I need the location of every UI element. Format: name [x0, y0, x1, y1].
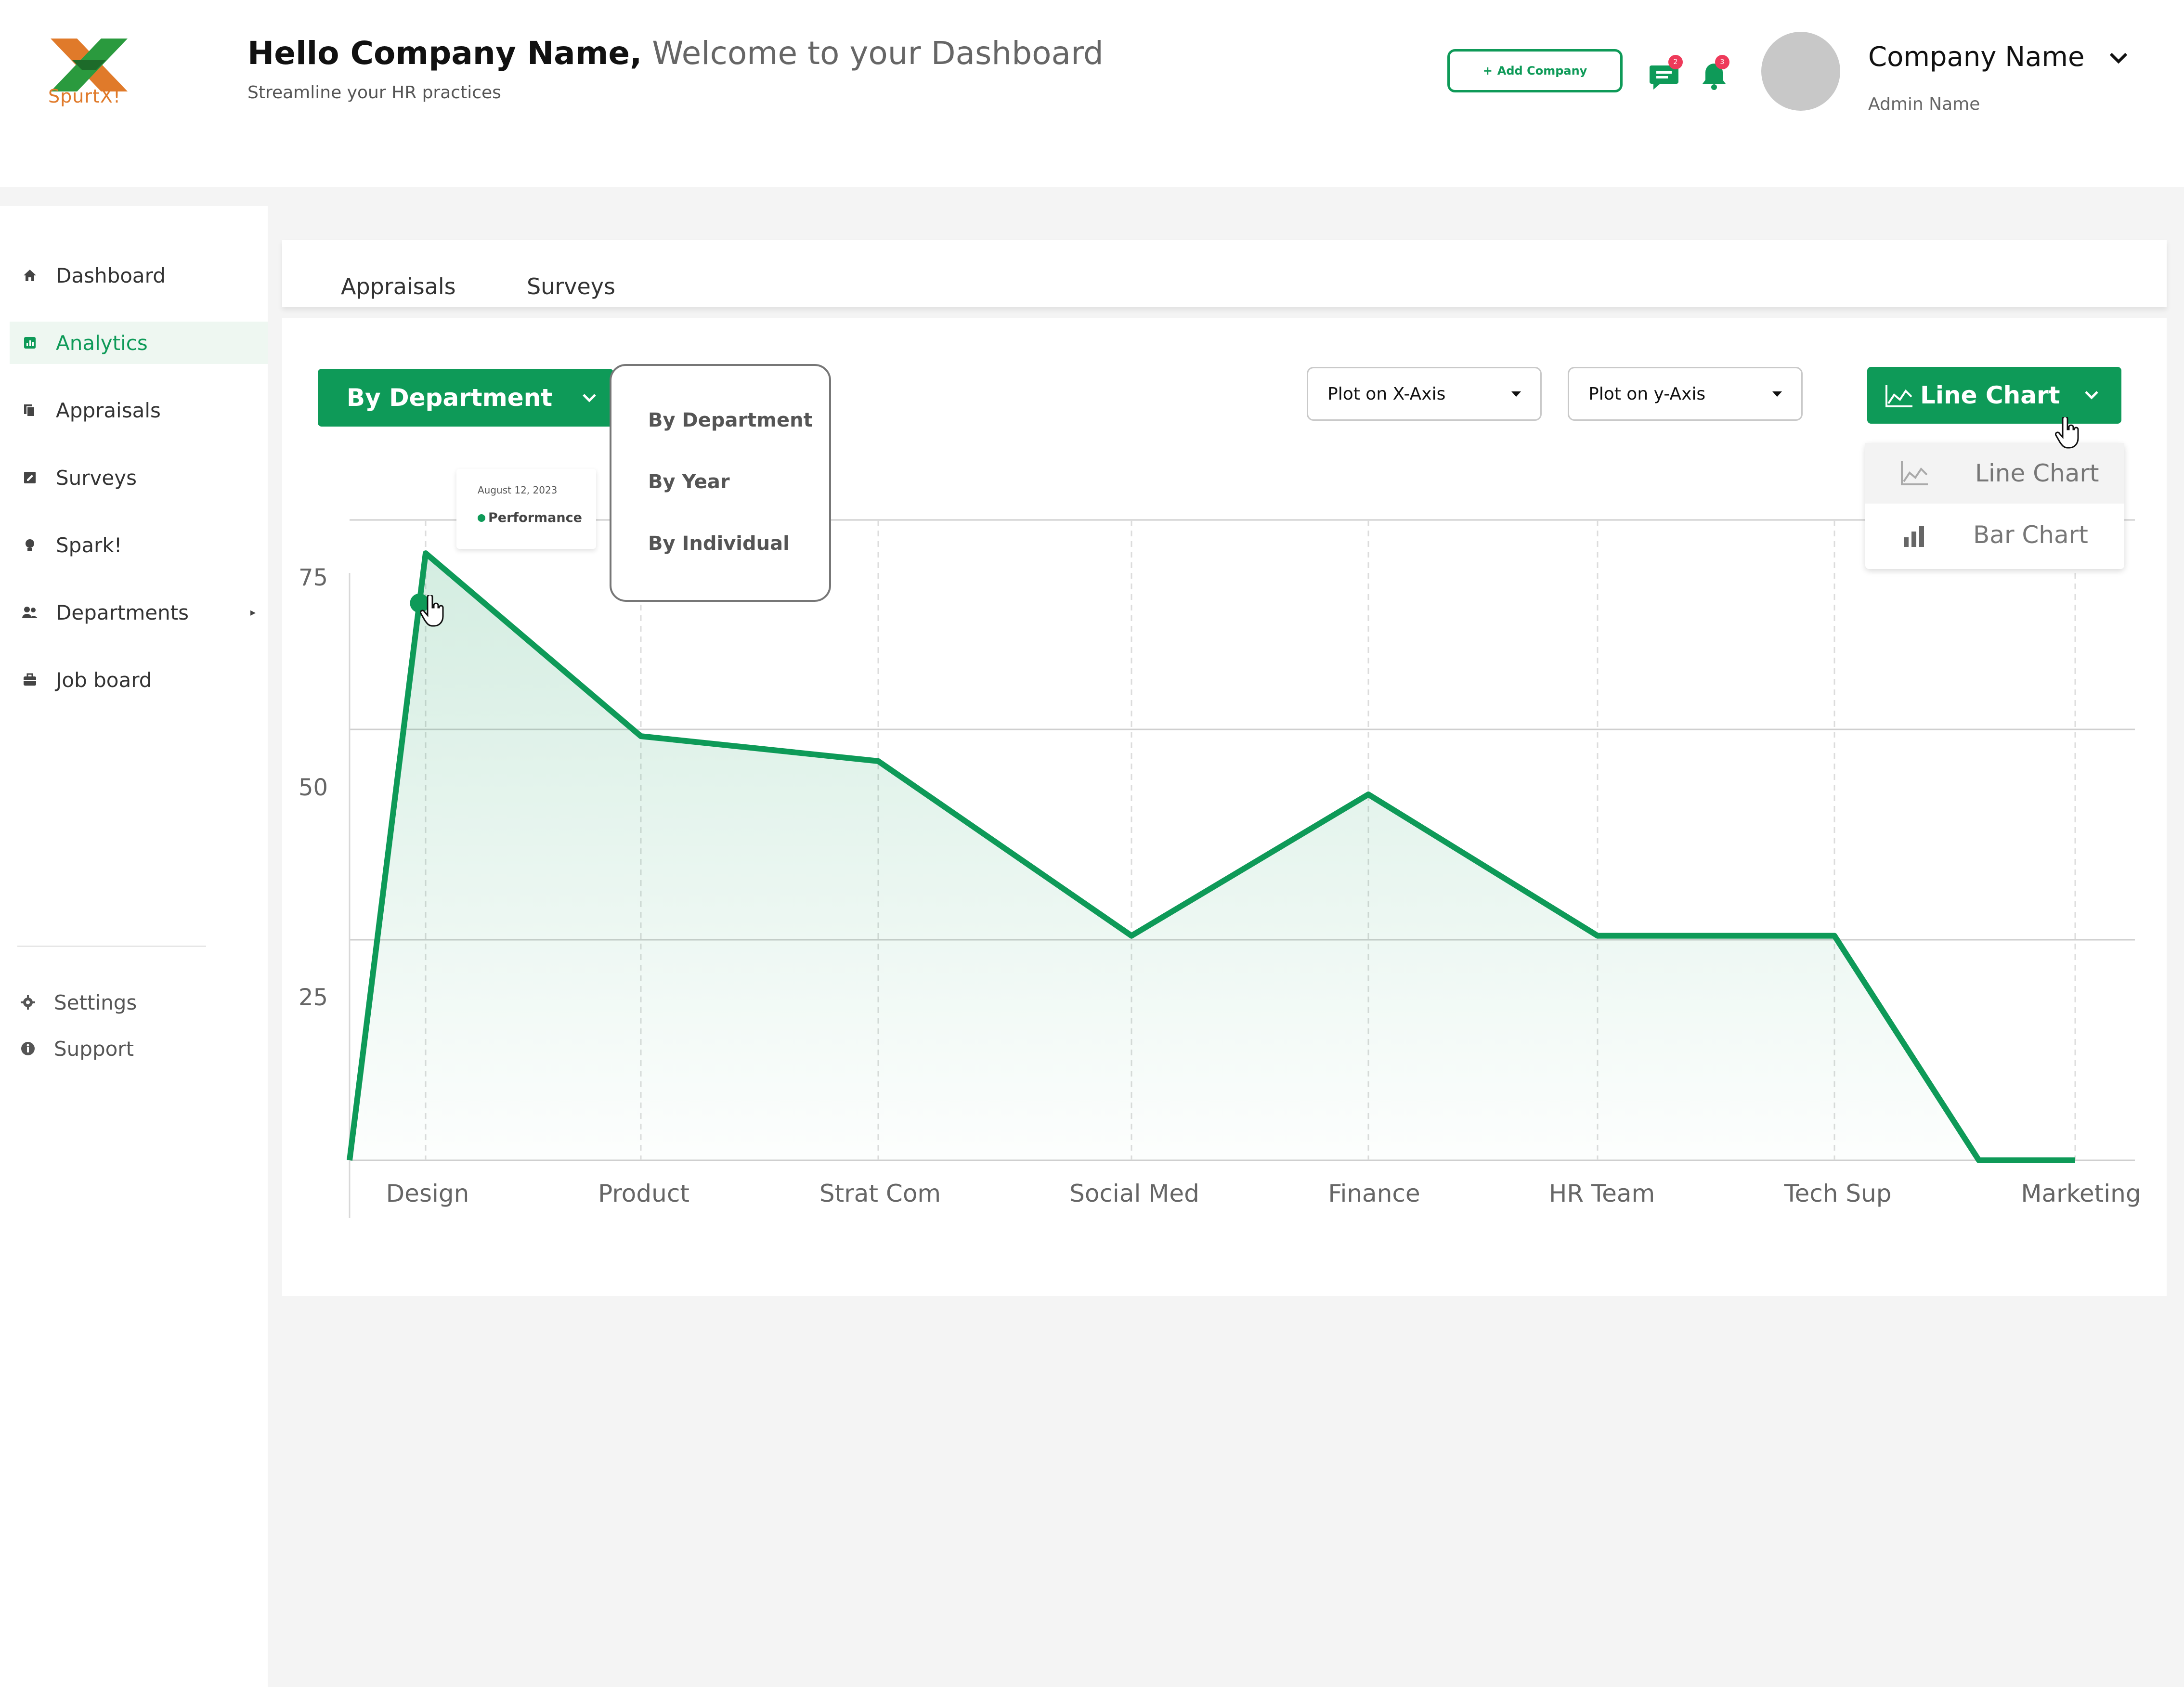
briefcase-icon	[20, 670, 39, 689]
chart-type-option-label: Line Chart	[1975, 459, 2099, 487]
tab-surveys[interactable]: Surveys	[527, 273, 615, 299]
tabs-bar: Appraisals Surveys	[282, 240, 2167, 307]
sidebar-item-label: Surveys	[56, 466, 137, 490]
top-header: SpurtX! Hello Company Name, Welcome to y…	[0, 0, 2184, 187]
sidebar-item-label: Job board	[56, 668, 152, 692]
survey-icon	[20, 468, 39, 487]
sidebar-item-label: Spark!	[56, 533, 122, 557]
add-company-button[interactable]: + Add Company	[1447, 49, 1623, 92]
caret-down-icon	[1772, 391, 1782, 397]
sidebar-item-spark[interactable]: Spark!	[10, 524, 268, 566]
chart-type-option-label: Bar Chart	[1973, 521, 2088, 549]
caret-down-icon	[1511, 391, 1521, 397]
page-greeting: Hello Company Name, Welcome to your Dash…	[247, 35, 1104, 72]
admin-name: Admin Name	[1868, 94, 1980, 114]
greeting-light: Welcome to your Dashboard	[642, 35, 1104, 72]
group-by-option[interactable]: By Year	[648, 471, 730, 493]
sidebar-divider	[17, 946, 206, 947]
spark-icon	[20, 535, 39, 555]
y-axis-select-label: Plot on y-Axis	[1588, 384, 1706, 404]
sidebar-item-analytics[interactable]: Analytics	[10, 322, 268, 364]
hand-cursor-icon	[420, 595, 444, 627]
sidebar-item-job-board[interactable]: Job board	[10, 659, 268, 701]
messages-badge: 2	[1668, 55, 1683, 69]
sidebar-item-label: Appraisals	[56, 398, 161, 422]
chart-type-menu: Line Chart Bar Chart	[1865, 443, 2124, 569]
chevron-down-icon[interactable]	[2105, 46, 2132, 70]
y-tick-label: 75	[299, 564, 328, 591]
line-chart-icon	[1885, 385, 1912, 407]
sidebar-item-departments[interactable]: Departments ▸	[10, 591, 268, 634]
sidebar-item-label: Settings	[54, 990, 137, 1014]
sidebar-item-label: Dashboard	[56, 263, 166, 287]
messages-icon[interactable]	[1649, 62, 1679, 92]
y-tick-label: 50	[299, 774, 328, 801]
series-line-performance	[347, 550, 2075, 1163]
line-chart-icon	[1901, 461, 1928, 485]
group-by-option[interactable]: By Department	[648, 409, 813, 431]
tab-appraisals[interactable]: Appraisals	[341, 273, 456, 299]
area-fill	[350, 553, 2075, 1160]
chart-type-selected: Line Chart	[1920, 381, 2060, 409]
sidebar-item-label: Support	[54, 1037, 134, 1061]
chart-type-option-line[interactable]: Line Chart	[1865, 443, 2124, 504]
page-subtitle: Streamline your HR practices	[247, 83, 501, 103]
gear-icon	[18, 993, 38, 1012]
logo-text: SpurtX!	[48, 86, 121, 107]
sidebar: Dashboard Analytics Appraisals Surveys S…	[0, 206, 268, 1687]
company-name[interactable]: Company Name	[1868, 41, 2085, 73]
chart-tooltip: August 12, 2023 Performance	[456, 469, 596, 549]
chevron-down-icon	[583, 394, 596, 402]
sidebar-item-settings[interactable]: Settings	[10, 981, 268, 1024]
sidebar-item-surveys[interactable]: Surveys	[10, 456, 268, 499]
legend-dot	[478, 514, 485, 522]
analytics-icon	[20, 333, 39, 352]
notifications-badge: 3	[1715, 55, 1729, 69]
tooltip-series: Performance	[488, 510, 582, 525]
x-tick-label: Social Med	[1069, 1180, 1199, 1207]
plus-icon: +	[1482, 64, 1493, 78]
data-point-highlight[interactable]	[410, 593, 429, 613]
y-axis-select[interactable]: Plot on y-Axis	[1568, 367, 1803, 421]
chart-type-dropdown[interactable]: Line Chart	[1867, 367, 2121, 424]
add-company-label: Add Company	[1497, 64, 1587, 78]
x-axis-select-label: Plot on X-Axis	[1327, 384, 1446, 404]
x-tick-label: Tech Sup	[1784, 1180, 1892, 1207]
sidebar-item-label: Departments	[56, 600, 189, 624]
group-by-menu: By Department By Year By Individual	[610, 364, 831, 602]
hand-cursor-icon	[2055, 417, 2079, 449]
bar-chart-icon	[1904, 526, 1924, 547]
sidebar-item-dashboard[interactable]: Dashboard	[10, 254, 268, 297]
chart-type-option-bar[interactable]: Bar Chart	[1865, 505, 2124, 565]
tooltip-date: August 12, 2023	[478, 484, 558, 496]
documents-icon	[20, 401, 39, 420]
group-by-dropdown[interactable]: By Department	[318, 369, 613, 427]
y-tick-label: 25	[299, 984, 328, 1011]
x-axis-select[interactable]: Plot on X-Axis	[1307, 367, 1542, 421]
chevron-down-icon	[2085, 391, 2098, 400]
sidebar-item-appraisals[interactable]: Appraisals	[10, 389, 268, 431]
x-tick-label: Finance	[1328, 1180, 1420, 1207]
x-tick-label: Product	[598, 1180, 689, 1207]
greeting-bold: Hello Company Name,	[247, 35, 642, 72]
avatar[interactable]	[1761, 32, 1840, 111]
spurtx-logo	[51, 39, 128, 91]
info-icon	[18, 1039, 38, 1058]
sidebar-item-support[interactable]: Support	[10, 1027, 268, 1070]
sidebar-item-label: Analytics	[56, 331, 148, 355]
x-tick-label: Design	[386, 1180, 469, 1207]
caret-right-icon: ▸	[250, 606, 256, 619]
group-by-option[interactable]: By Individual	[648, 532, 790, 555]
people-icon	[20, 603, 39, 622]
group-by-selected: By Department	[347, 384, 553, 412]
x-tick-label: Marketing	[2021, 1180, 2141, 1207]
home-icon	[20, 266, 39, 285]
x-tick-label: HR Team	[1548, 1180, 1655, 1207]
x-tick-label: Strat Com	[819, 1180, 941, 1207]
